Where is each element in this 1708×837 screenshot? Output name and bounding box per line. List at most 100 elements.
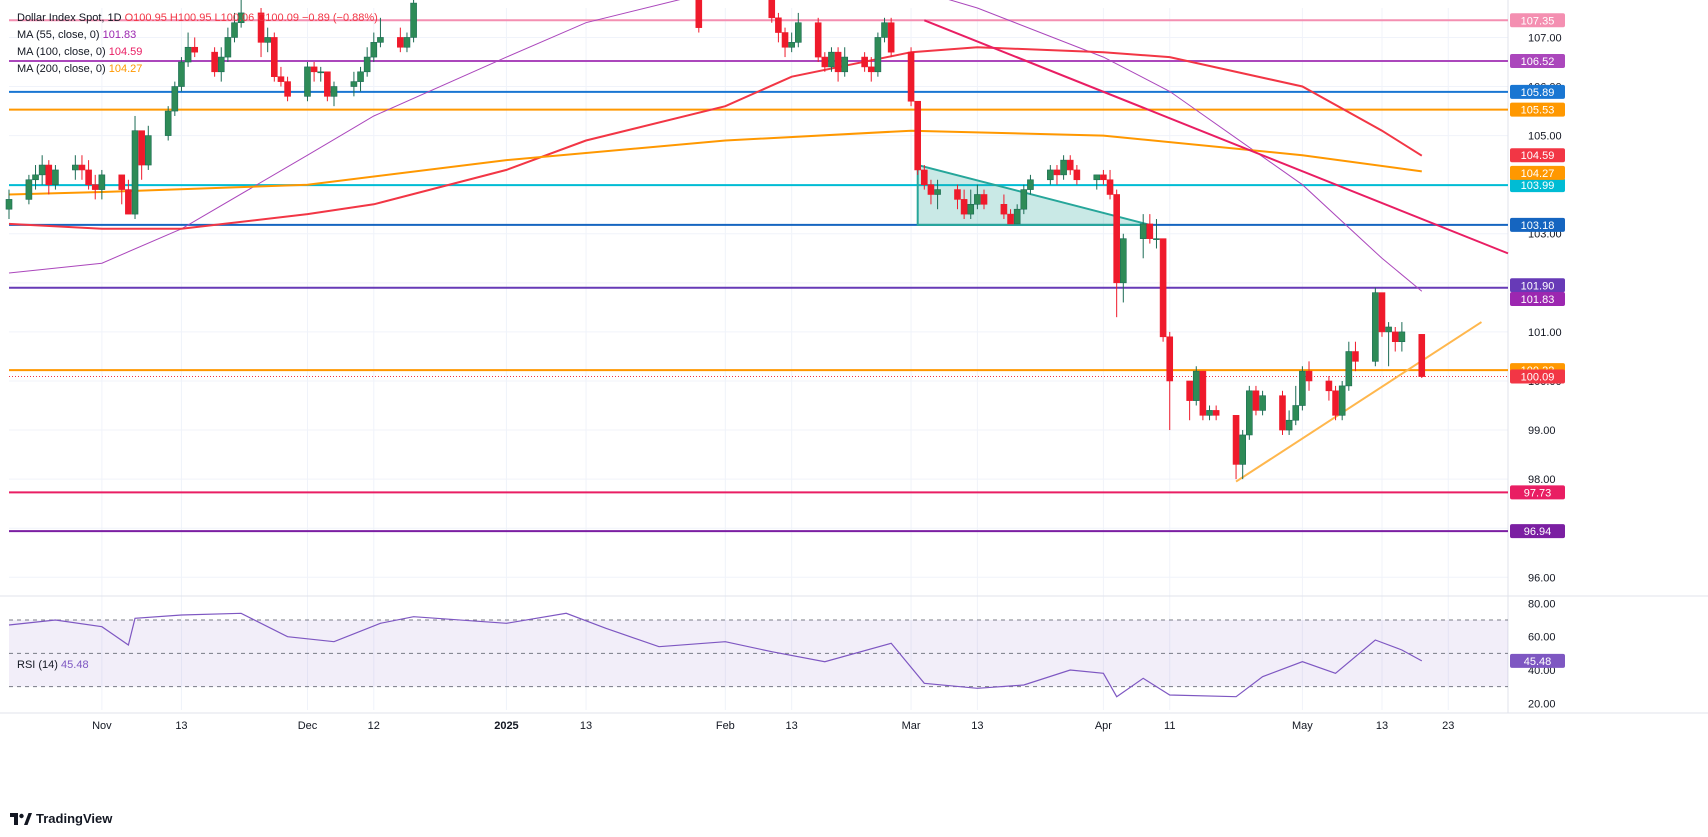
candle-body (1066, 159, 1074, 171)
candle-body (1372, 292, 1379, 362)
moving-average-line[interactable] (8, 0, 1423, 292)
ma-price-badge-bg (1510, 165, 1565, 180)
level-price-badge[interactable]: 96.94 (1510, 524, 1565, 539)
ma-price-badge[interactable]: 101.83 (1510, 292, 1565, 307)
level-price-badge-bg (1510, 278, 1565, 293)
candle-body (1159, 238, 1167, 338)
candle-body (1385, 326, 1392, 333)
candle-body (821, 56, 829, 68)
candle-body (350, 81, 358, 87)
candle-body (1325, 380, 1333, 392)
candle-body (788, 42, 795, 48)
triangle-pattern[interactable] (916, 163, 1151, 226)
trendline[interactable] (1235, 321, 1483, 483)
candle-body (1020, 189, 1028, 210)
candle-body (91, 184, 99, 190)
level-price-badge[interactable]: 105.53 (1510, 102, 1565, 117)
candle-body (794, 22, 802, 43)
candle-body (914, 100, 921, 171)
ma200-legend[interactable]: MA (200, close, 0) 104.27 (17, 61, 378, 78)
time-tick-label: 13 (1376, 720, 1388, 732)
tradingview-brand[interactable]: TradingView (10, 811, 112, 826)
moving-average-lines (8, 0, 1423, 292)
level-price-badge[interactable]: 105.89 (1510, 84, 1565, 99)
moving-average-line[interactable] (8, 129, 1422, 196)
candle-body (781, 32, 789, 48)
candle-body (52, 169, 59, 185)
candle-body (1053, 169, 1061, 176)
candle-body (224, 37, 232, 58)
candle-body (171, 86, 179, 112)
candle-body (211, 51, 218, 73)
time-tick-label: 11 (1164, 720, 1175, 732)
rsi-pane (8, 612, 1508, 698)
level-price-badge[interactable]: 101.90 (1510, 278, 1565, 293)
time-tick-label: 23 (1442, 720, 1454, 732)
candle-body (1013, 208, 1021, 225)
time-tick-label: 13 (580, 720, 592, 732)
candle-body (32, 174, 39, 181)
level-price-badge-bg (1510, 217, 1565, 232)
ma100-legend[interactable]: MA (100, close, 0) 104.59 (17, 44, 378, 61)
ma200-label: MA (200, close, 0) (17, 63, 106, 75)
rsi-legend[interactable]: RSI (14) 45.48 (17, 659, 89, 671)
candle-body (1299, 370, 1306, 406)
current-price-badge-text: 100.09 (1521, 372, 1555, 384)
ma-price-badge[interactable]: 104.59 (1510, 148, 1565, 163)
level-price-badge[interactable]: 103.18 (1510, 217, 1565, 232)
candle-body (927, 184, 935, 195)
price-tick-label: 107.00 (1528, 32, 1562, 44)
level-price-badge[interactable]: 106.52 (1510, 54, 1565, 69)
candle-body (1139, 223, 1147, 239)
candle-body (363, 56, 371, 73)
candle-body (1000, 204, 1008, 215)
symbol-row[interactable]: Dollar Index Spot, 1D O100.95 H100.95 L1… (17, 10, 378, 27)
time-tick-label: Nov (92, 720, 112, 732)
ma55-label: MA (55, close, 0) (17, 29, 100, 41)
price-tick-label: 101.00 (1528, 327, 1562, 339)
level-price-badge[interactable]: 107.35 (1510, 13, 1565, 28)
candle-body (370, 42, 378, 58)
ma-price-badge-text: 104.59 (1521, 150, 1555, 162)
candle-body (1120, 238, 1127, 284)
level-price-badge-text: 105.89 (1521, 87, 1555, 99)
candle-body (887, 22, 895, 53)
candle-body (834, 51, 842, 73)
candle-body (921, 169, 928, 185)
current-price-badge-bg (1510, 369, 1565, 384)
time-tick-label: Mar (902, 720, 921, 732)
candle-body (967, 204, 975, 215)
candle-body (1100, 174, 1107, 181)
time-tick-label: Apr (1095, 720, 1112, 732)
current-price-badge[interactable]: 100.09 (1510, 369, 1565, 384)
candle-body (1292, 405, 1300, 421)
candle-body (861, 56, 868, 68)
candle-body (867, 66, 875, 73)
candle-body (138, 130, 145, 166)
price-axis[interactable]: 107.00106.00105.00104.00103.00102.00101.… (1510, 13, 1565, 710)
level-price-badge[interactable]: 97.73 (1510, 485, 1565, 500)
candle-body (1153, 238, 1160, 240)
candle-body (1418, 334, 1426, 377)
trendline[interactable] (923, 19, 1509, 255)
candle-body (960, 199, 968, 215)
candle-body (1186, 380, 1193, 401)
level-price-badge-bg (1510, 524, 1565, 539)
ma55-legend[interactable]: MA (55, close, 0) 101.83 (17, 27, 378, 44)
candle-body (184, 46, 192, 63)
time-axis[interactable]: Nov 13 Dec 12 2025 13 Feb 13 Mar 13 Apr 11 May 13 23 (92, 720, 1454, 732)
time-tick-label: May (1292, 720, 1313, 732)
level-price-badge-text: 101.90 (1521, 280, 1555, 292)
level-price-badge-text: 107.35 (1521, 15, 1555, 27)
moving-average-line[interactable] (8, 46, 1423, 230)
candle-body (1232, 415, 1240, 465)
chart-legend: Dollar Index Spot, 1D O100.95 H100.95 L1… (17, 10, 378, 78)
candle-body (1259, 395, 1266, 411)
level-price-badge[interactable]: 103.99 (1510, 178, 1565, 193)
candle-body (1007, 213, 1014, 225)
candle-body (231, 22, 238, 38)
candle-body (1305, 370, 1313, 382)
candle-body (45, 164, 53, 185)
ma-price-badge[interactable]: 104.27 (1510, 165, 1565, 180)
